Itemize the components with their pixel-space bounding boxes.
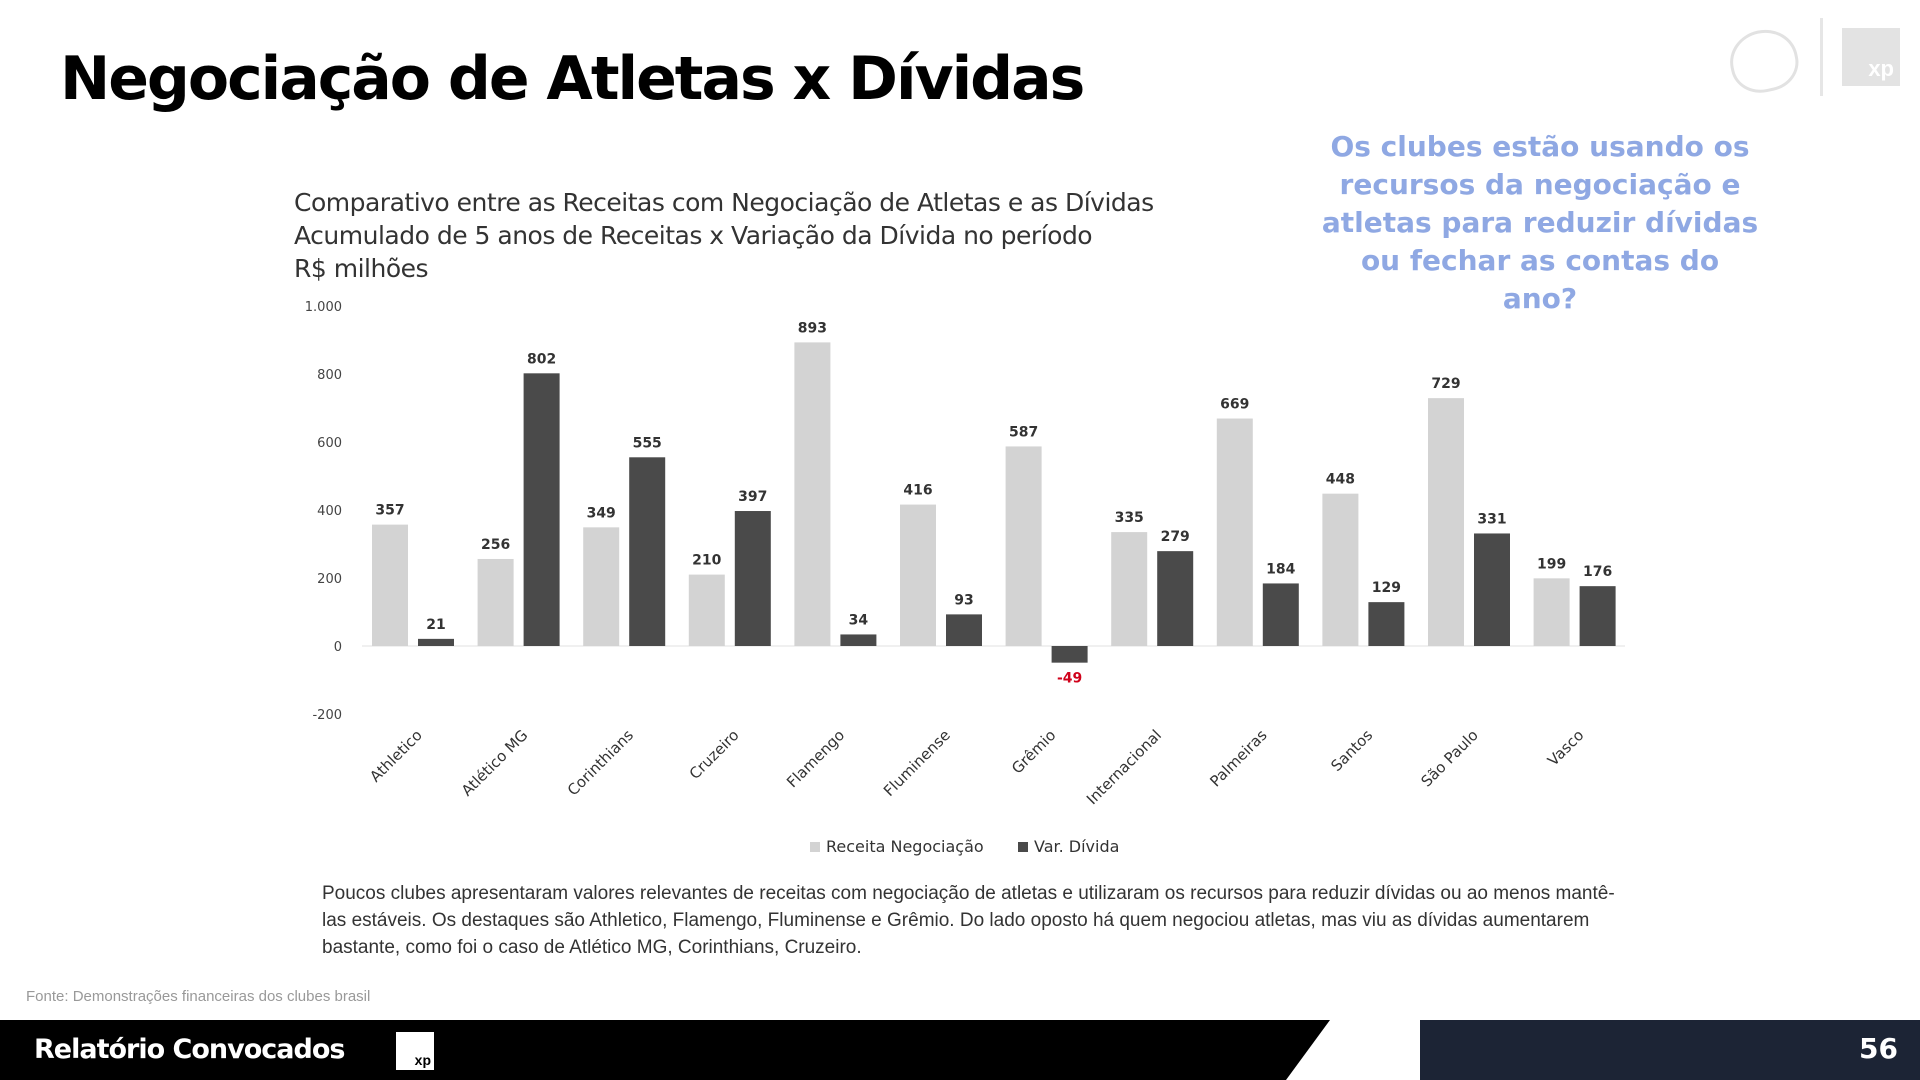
data-label: 256: [481, 537, 510, 553]
x-tick-label: Athletico: [366, 726, 426, 786]
x-tick-label: Grêmio: [1008, 726, 1059, 777]
chart-title-line-2: Acumulado de 5 anos de Receitas x Variaç…: [294, 221, 1093, 250]
data-label: 335: [1115, 510, 1144, 526]
x-tick-label: Cruzeiro: [686, 726, 743, 783]
bar-divida: [734, 511, 771, 646]
x-tick-label: Corinthians: [564, 726, 637, 799]
data-label: 21: [426, 617, 445, 633]
data-label: 802: [527, 351, 556, 367]
bar-labels: 357 21 256 802 349 555 210 397 893 34 416 93 587 -49 3…: [375, 320, 1612, 686]
source-note: Fonte: Demonstrações financeiras dos clu…: [26, 988, 371, 1005]
data-label: 357: [375, 503, 404, 519]
data-label: 331: [1477, 511, 1506, 527]
bar-divida: [1157, 551, 1194, 646]
data-label: 893: [798, 320, 827, 336]
xp-logo: xp: [1842, 28, 1900, 86]
bar-receita: [1428, 398, 1464, 646]
data-label: 210: [692, 553, 721, 569]
bar-receita: [1216, 418, 1253, 646]
page-number: 56: [1859, 1032, 1898, 1065]
footer-xp-icon: xp: [396, 1032, 434, 1070]
callout-question: Os clubes estão usando os recursos da ne…: [1321, 130, 1759, 315]
bar-divida: [946, 614, 982, 646]
bar-divida: [840, 634, 877, 646]
x-tick-label: Palmeiras: [1206, 726, 1270, 790]
data-label: 34: [849, 612, 869, 628]
bar-divida: [1051, 646, 1088, 663]
bar-divida: [1368, 602, 1405, 646]
chart-title-line-3: R$ milhões: [294, 254, 429, 283]
x-axis: Athletico Atlético MG Corinthians Cruzeiro F…: [366, 726, 1587, 808]
footer-right-bar: 56: [1420, 1020, 1920, 1080]
y-tick-label: 400: [317, 504, 342, 519]
data-label: 587: [1009, 424, 1038, 440]
bar-receita: [1533, 578, 1570, 646]
logo-area: xp: [1720, 18, 1900, 99]
data-label: 669: [1220, 397, 1249, 413]
x-tick-label: Internacional: [1083, 726, 1165, 808]
data-label: 129: [1372, 580, 1401, 596]
data-label: 279: [1161, 529, 1190, 545]
bar-receita: [1322, 493, 1359, 646]
chart-title: Comparativo entre as Receitas com Negoci…: [294, 186, 1294, 285]
x-tick-label: Vasco: [1544, 726, 1588, 770]
y-tick-label: 600: [317, 436, 342, 451]
data-label: 199: [1537, 556, 1566, 572]
data-label: 448: [1326, 472, 1355, 488]
data-label: -49: [1057, 671, 1082, 687]
bar-divida: [523, 373, 560, 646]
bar-receita: [477, 558, 514, 646]
data-label: 93: [954, 592, 973, 608]
x-tick-label: Flamengo: [783, 726, 848, 791]
bar-receita: [900, 504, 936, 646]
x-tick-label: Atlético MG: [458, 726, 532, 800]
footer: Relatório Convocados xp 56: [0, 1020, 1920, 1080]
legend-swatch: [810, 842, 820, 852]
bar-receita: [1111, 532, 1148, 646]
bar-receita: [372, 524, 408, 646]
legend: Receita Negociação Var. Dívida: [810, 837, 1119, 856]
x-tick-label: Fluminense: [880, 726, 954, 800]
bar-receita: [794, 342, 831, 646]
data-label: 349: [587, 505, 616, 521]
bar-divida: [629, 457, 666, 646]
data-label: 397: [738, 489, 767, 505]
chart-title-line-1: Comparativo entre as Receitas com Negoci…: [294, 188, 1154, 217]
bars: [372, 342, 1616, 663]
slide-title: Negociação de Atletas x Dívidas: [60, 44, 1085, 114]
bar-receita: [688, 574, 725, 646]
bar-receita: [1005, 446, 1042, 646]
y-tick-label: 800: [317, 368, 342, 383]
y-axis: 1.000 800 600 400 200 0 -200: [305, 300, 342, 723]
bar-divida: [418, 638, 454, 646]
description-text: Poucos clubes apresentaram valores relev…: [322, 883, 1615, 958]
x-tick-label: São Paulo: [1417, 726, 1481, 790]
footer-brand: Relatório Convocados: [34, 1034, 345, 1065]
data-label: 729: [1431, 376, 1460, 392]
bar-divida: [1474, 533, 1510, 646]
data-label: 555: [633, 435, 662, 451]
bar-divida: [1262, 583, 1299, 646]
y-tick-label: 0: [334, 640, 342, 655]
logo-divider: [1820, 18, 1823, 96]
x-tick-label: Santos: [1327, 726, 1376, 775]
y-tick-label: -200: [312, 708, 342, 723]
data-label: 184: [1266, 561, 1295, 577]
data-label: 176: [1583, 564, 1612, 580]
legend-entry: Receita Negociação: [826, 837, 984, 856]
legend-swatch: [1018, 842, 1028, 852]
legend-entry: Var. Dívida: [1034, 837, 1119, 856]
bar-receita: [583, 527, 620, 646]
bar-divida: [1579, 586, 1616, 646]
y-tick-label: 1.000: [305, 300, 342, 315]
data-label: 416: [903, 483, 932, 499]
footer-left-bar: Relatório Convocados xp: [0, 1020, 1330, 1080]
y-tick-label: 200: [317, 572, 342, 587]
